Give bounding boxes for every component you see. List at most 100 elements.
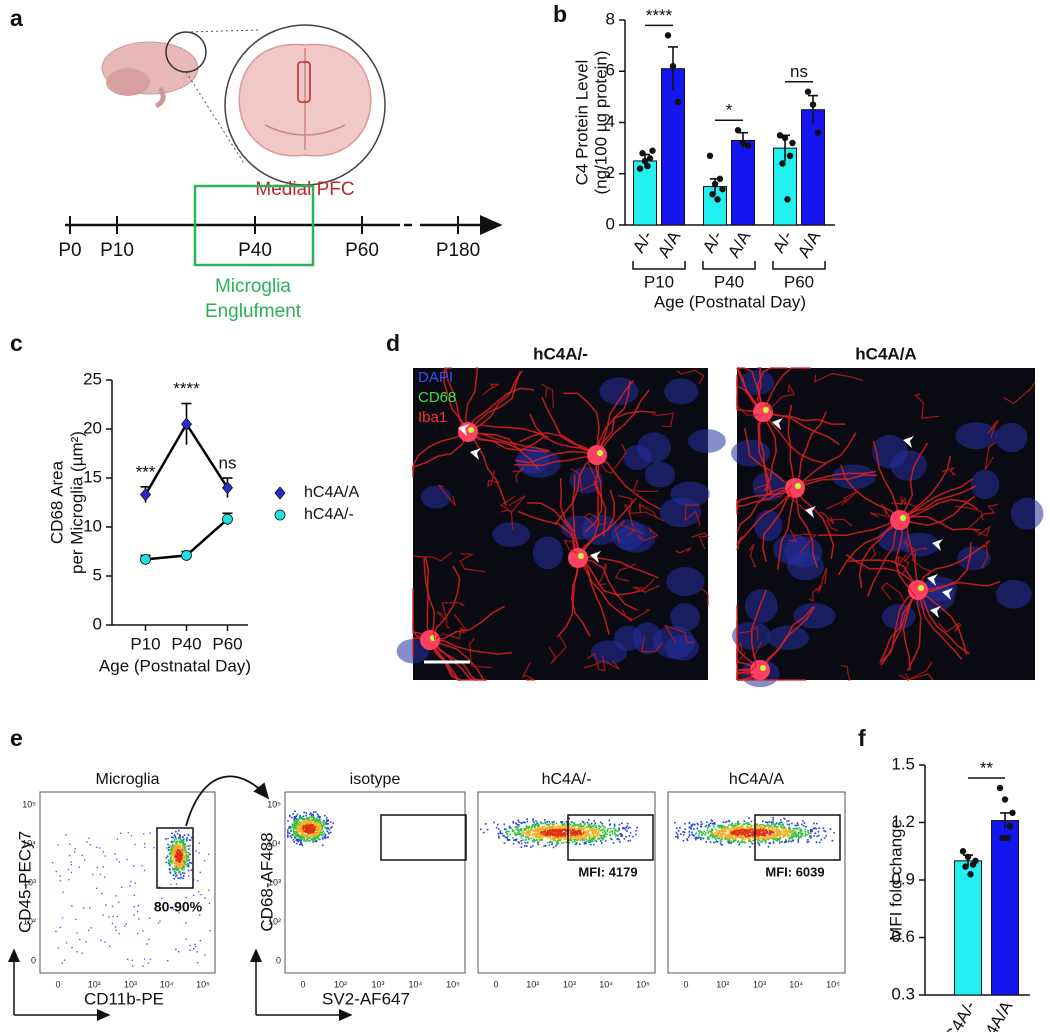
- flow-event: [626, 825, 629, 827]
- flow-event: [760, 837, 763, 840]
- flow-event: [728, 838, 731, 840]
- flow-event: [517, 819, 520, 822]
- flow-event: [175, 830, 177, 833]
- flow-event: [61, 917, 64, 919]
- flow-event: [172, 853, 174, 856]
- flow-event: [601, 837, 603, 840]
- process: [563, 392, 600, 456]
- flow-event: [595, 830, 597, 832]
- process: [984, 441, 997, 471]
- process: [814, 372, 864, 383]
- flow-event: [176, 843, 178, 845]
- flow-event: [772, 840, 775, 842]
- flow-event: [595, 829, 597, 831]
- group-label: P40: [714, 272, 744, 291]
- flow-event: [320, 822, 322, 825]
- data-point: [1006, 823, 1014, 830]
- flow-event: [762, 828, 765, 831]
- flow-event: [199, 939, 202, 942]
- flow-event: [797, 828, 799, 830]
- flow-event: [312, 813, 314, 816]
- flow-event: [170, 849, 173, 851]
- data-point: [714, 196, 721, 203]
- flow-event: [764, 821, 767, 823]
- flow-event: [595, 825, 597, 827]
- flow-event: [178, 850, 181, 852]
- process: [903, 547, 928, 563]
- flow-event: [310, 825, 313, 827]
- flow-event: [178, 837, 180, 840]
- flow-event: [593, 830, 596, 833]
- flow-event: [171, 847, 173, 849]
- flow-event: [545, 831, 548, 834]
- flow-event: [744, 837, 747, 839]
- flow-event: [539, 831, 541, 833]
- flow-event: [175, 863, 178, 865]
- y-axis-label: per Microglia (µm²): [67, 431, 86, 574]
- flow-event: [159, 886, 161, 888]
- flow-event: [328, 832, 330, 835]
- flow-event: [167, 849, 170, 851]
- flow-event: [89, 844, 92, 846]
- flow-event: [182, 855, 185, 857]
- window-label: Englufment: [205, 301, 302, 322]
- flow-event: [180, 858, 182, 860]
- flow-event: [724, 835, 727, 838]
- flow-event: [574, 824, 577, 827]
- flow-event: [294, 836, 296, 838]
- flow-event: [582, 827, 584, 830]
- flow-event: [530, 829, 533, 831]
- flow-event: [619, 841, 621, 843]
- flow-event: [171, 860, 173, 862]
- flow-event: [528, 838, 530, 841]
- flow-event: [138, 918, 140, 920]
- arrowhead: [927, 574, 938, 586]
- group-bracket: [772, 261, 826, 270]
- flow-event: [719, 831, 721, 834]
- process: [514, 454, 598, 467]
- data-point: [1009, 809, 1016, 817]
- flow-event: [540, 822, 543, 825]
- flow-event: [71, 905, 73, 907]
- flow-event: [173, 867, 176, 870]
- flow-event: [731, 830, 734, 832]
- flow-event: [300, 832, 303, 834]
- flow-event: [183, 857, 186, 859]
- process: [521, 662, 536, 681]
- flow-event: [331, 826, 333, 828]
- flow-event: [759, 831, 762, 833]
- flow-event: [563, 832, 565, 834]
- flow-event: [698, 832, 701, 834]
- flow-event: [306, 824, 308, 827]
- flow-event: [723, 825, 725, 828]
- flow-event: [172, 844, 174, 847]
- flow-event: [721, 826, 724, 828]
- flow-event: [316, 817, 318, 819]
- flow-event: [322, 833, 325, 836]
- flow-event: [556, 830, 559, 833]
- flow-event: [696, 827, 698, 830]
- flow-event: [765, 829, 768, 832]
- flow-event: [785, 829, 788, 831]
- flow-event: [617, 834, 619, 837]
- flow-event: [495, 826, 498, 829]
- flow-event: [788, 831, 790, 833]
- flow-event: [816, 822, 818, 825]
- significance-label: ****: [173, 379, 200, 398]
- flow-event: [177, 855, 179, 858]
- process: [899, 485, 977, 521]
- process: [577, 489, 616, 559]
- flow-event: [781, 821, 783, 824]
- flow-event: [594, 835, 597, 838]
- flow-event: [738, 831, 741, 834]
- flow-event: [603, 835, 606, 838]
- flow-event: [188, 854, 190, 856]
- y-tick-label: 1.5: [891, 754, 915, 773]
- flow-event: [516, 832, 518, 834]
- flow-event: [563, 833, 565, 835]
- flow-event: [314, 825, 316, 827]
- image-title: hC4A/-: [533, 344, 588, 363]
- flow-event: [185, 938, 187, 940]
- flow-event: [744, 831, 746, 834]
- flow-event: [175, 883, 178, 885]
